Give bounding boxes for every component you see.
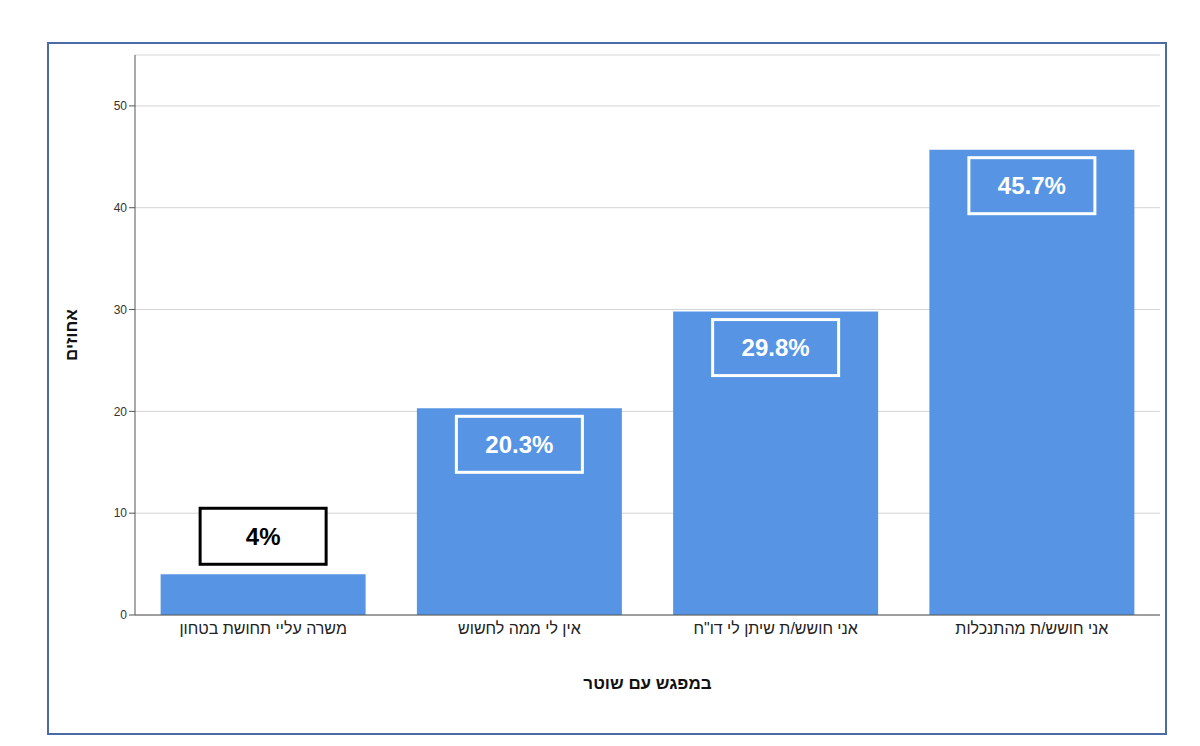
svg-text:משרה עליי תחושת בטחון: משרה עליי תחושת בטחון [179,620,347,637]
svg-text:50: 50 [114,99,128,113]
svg-text:0: 0 [120,608,127,622]
svg-text:אני חושש/ת מהתנכלות: אני חושש/ת מהתנכלות [955,620,1108,637]
svg-text:במפגש עם שוטר: במפגש עם שוטר [583,674,711,693]
svg-text:30: 30 [114,303,128,317]
svg-text:40: 40 [114,201,128,215]
svg-text:45.7%: 45.7% [998,172,1066,199]
svg-text:4%: 4% [246,523,281,550]
svg-text:10: 10 [114,506,128,520]
svg-text:20.3%: 20.3% [485,431,553,458]
svg-text:אחוזים: אחוזים [62,309,81,361]
svg-text:29.8%: 29.8% [742,334,810,361]
svg-text:אני חושש/ת שיתן לי דו"ח: אני חושש/ת שיתן לי דו"ח [693,620,857,637]
svg-text:20: 20 [114,405,128,419]
svg-text:אין לי ממה לחשוש: אין לי ממה לחשוש [458,620,581,637]
